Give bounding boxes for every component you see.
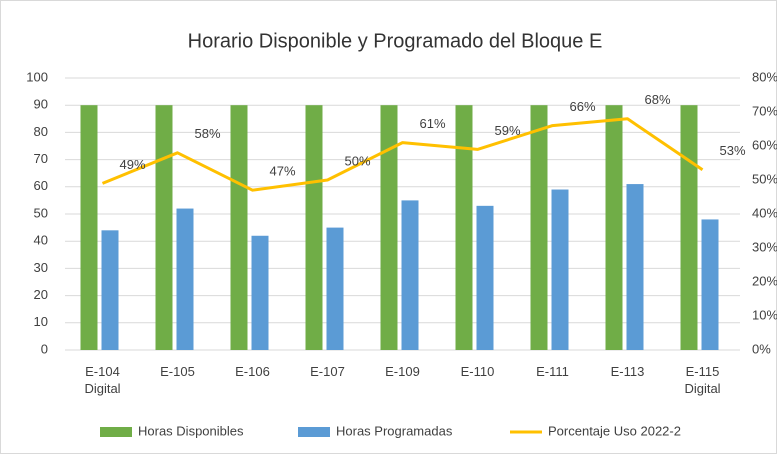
data-label: 59%	[494, 123, 520, 138]
bar	[176, 208, 194, 350]
y-tick-label: 40	[34, 233, 48, 248]
legend-swatch	[100, 427, 132, 437]
y2-tick-label: 60%	[752, 137, 777, 152]
bar	[326, 227, 344, 350]
y-tick-label: 50	[34, 205, 48, 220]
data-label: 68%	[644, 92, 670, 107]
y2-tick-label: 30%	[752, 239, 777, 254]
x-tick-label: E-107	[310, 364, 345, 379]
bar	[530, 105, 548, 350]
y-tick-label: 100	[26, 69, 48, 84]
x-tick-label: E-104 Digital	[84, 364, 121, 396]
legend-label: Porcentaje Uso 2022-2	[548, 423, 681, 438]
x-tick-label: E-109	[385, 364, 420, 379]
data-label: 53%	[719, 143, 745, 158]
bar	[680, 105, 698, 350]
x-tick-label: E-115 Digital	[684, 364, 721, 396]
data-label: 50%	[344, 153, 370, 168]
legend-label: Horas Programadas	[336, 423, 453, 438]
data-label: 49%	[119, 157, 145, 172]
bar	[701, 219, 719, 350]
y2-tick-label: 10%	[752, 307, 777, 322]
bar	[155, 105, 173, 350]
bar	[626, 184, 644, 350]
legend-swatch	[298, 427, 330, 437]
bar	[476, 205, 494, 350]
x-tick-label: E-110	[460, 364, 495, 379]
y2-tick-label: 20%	[752, 273, 777, 288]
bar	[401, 200, 419, 350]
y-tick-label: 20	[34, 287, 48, 302]
x-tick-label: E-113	[610, 364, 645, 379]
bar	[455, 105, 473, 350]
bar	[551, 189, 569, 350]
bar	[251, 235, 269, 350]
y-tick-label: 60	[34, 178, 48, 193]
x-tick-label: E-106	[235, 364, 270, 379]
y-tick-label: 80	[34, 124, 48, 139]
y-tick-label: 30	[34, 260, 48, 275]
y-tick-label: 10	[34, 314, 48, 329]
y2-tick-label: 80%	[752, 69, 777, 84]
data-label: 47%	[269, 164, 295, 179]
bar	[101, 230, 119, 350]
x-tick-label: E-111	[536, 364, 569, 379]
y2-tick-label: 50%	[752, 171, 777, 186]
y-tick-label: 0	[41, 341, 48, 356]
data-label: 58%	[194, 126, 220, 141]
x-tick-label: E-105	[160, 364, 195, 379]
bar	[230, 105, 248, 350]
data-label: 66%	[569, 99, 595, 114]
y-tick-label: 90	[34, 97, 48, 112]
bar	[305, 105, 323, 350]
data-label: 61%	[419, 116, 445, 131]
chart-title: Horario Disponible y Programado del Bloq…	[188, 30, 603, 52]
y2-tick-label: 40%	[752, 205, 777, 220]
y-tick-label: 70	[34, 151, 48, 166]
y2-tick-label: 0%	[752, 341, 771, 356]
line	[101, 117, 704, 192]
bar	[80, 105, 98, 350]
y2-tick-label: 70%	[752, 103, 777, 118]
bar	[380, 105, 398, 350]
bar	[605, 105, 623, 350]
legend-label: Horas Disponibles	[138, 423, 244, 438]
